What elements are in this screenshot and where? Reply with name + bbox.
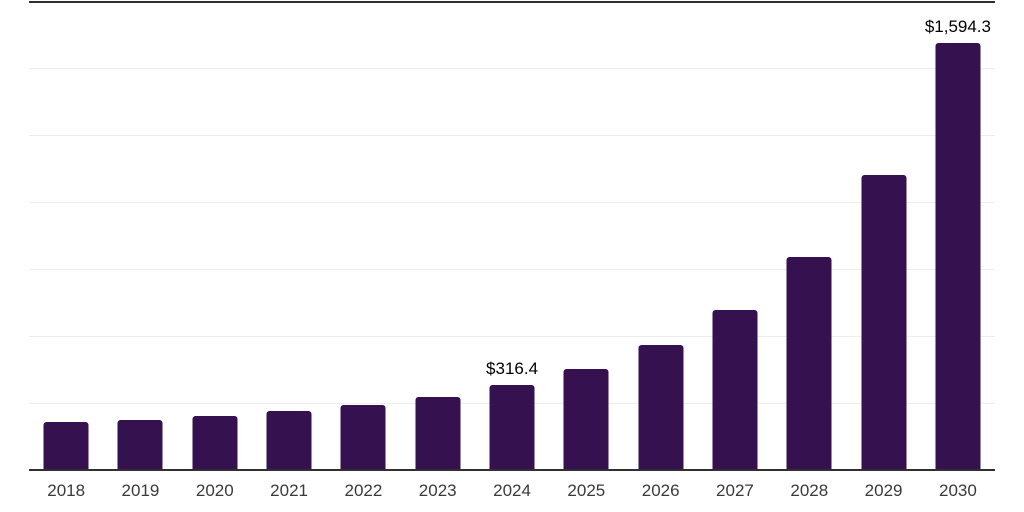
bar-slot-2028 (772, 1, 846, 470)
bar-2026 (638, 345, 684, 470)
bar-slot-2024: $316.4 (475, 1, 549, 470)
bar-2024 (489, 385, 535, 470)
bar-slot-2030: $1,594.3 (921, 1, 995, 470)
plot-area: $316.4 $1,594.3 (29, 1, 995, 471)
bar-2022 (340, 404, 386, 470)
bar-2023 (415, 396, 461, 470)
x-axis-label-2026: 2026 (641, 481, 680, 500)
bar-slot-2029 (846, 1, 920, 470)
x-axis-label-2030: 2030 (938, 481, 977, 500)
bar-slot-2021 (252, 1, 326, 470)
bar-2020 (192, 416, 238, 470)
bar-slot-2019 (103, 1, 177, 470)
gridline-1000 (29, 202, 995, 203)
bar-slot-2026 (624, 1, 698, 470)
x-axis-label-2022: 2022 (344, 481, 383, 500)
data-label-2030: $1,594.3 (924, 16, 991, 36)
x-axis-label-2028: 2028 (790, 481, 829, 500)
x-axis-label-2021: 2021 (270, 481, 308, 500)
bar-2025 (563, 369, 609, 470)
x-axis-label-2020: 2020 (195, 481, 234, 500)
x-axis-line (29, 469, 995, 471)
x-axis-label-2024: 2024 (493, 481, 531, 500)
x-axis-label-2018: 2018 (47, 481, 86, 500)
bar-slot-2025 (549, 1, 623, 470)
bar-2030 (935, 42, 981, 470)
bar-2027 (712, 309, 758, 470)
bar-2021 (266, 411, 312, 470)
bar-slot-2018 (29, 1, 103, 470)
x-axis-label-2027: 2027 (716, 481, 754, 500)
plot-top-border-line (29, 1, 995, 3)
gridline-1250 (29, 135, 995, 136)
bar-2019 (117, 419, 163, 470)
gridline-750 (29, 269, 995, 270)
x-axis-label-2029: 2029 (864, 481, 903, 500)
bar-slot-2023 (401, 1, 475, 470)
bar-slot-2022 (326, 1, 400, 470)
bar-slot-2020 (178, 1, 252, 470)
gridline-1500 (29, 68, 995, 69)
x-axis-label-2023: 2023 (418, 481, 457, 500)
x-axis-label-2019: 2019 (121, 481, 160, 500)
bar-2029 (861, 175, 907, 470)
gridline-500 (29, 336, 995, 337)
bar-2018 (43, 422, 89, 470)
x-axis-label-2025: 2025 (567, 481, 606, 500)
bars-group: $316.4 $1,594.3 (29, 1, 995, 470)
data-label-2024: $316.4 (486, 359, 539, 379)
bar-2028 (786, 257, 832, 470)
bar-slot-2027 (698, 1, 772, 470)
x-axis-labels: 2018 2019 2020 2021 2022 2023 2024 2025 2026 2027… (29, 480, 995, 501)
